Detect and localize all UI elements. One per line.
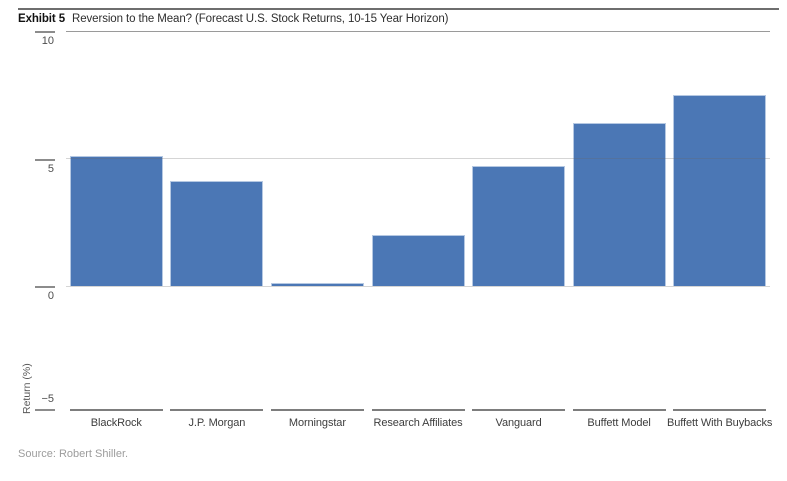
source-note: Source: Robert Shiller. <box>18 448 129 460</box>
bar-research-affiliates <box>371 235 465 286</box>
y-tick-0 <box>35 286 55 288</box>
chart-subtitle: Reversion to the Mean? (Forecast U.S. St… <box>72 13 449 25</box>
category-label: Buffett With Buybacks <box>667 417 773 429</box>
category-label: Research Affiliates <box>373 417 463 429</box>
category-label: BlackRock <box>90 417 142 429</box>
bar-buffett-with-buybacks <box>673 95 767 286</box>
bar-buffett-model <box>572 123 666 286</box>
y-tick-label-10: 10 <box>41 35 54 47</box>
category-axis-segment <box>572 409 666 411</box>
y-tick-label-5: 5 <box>47 163 54 175</box>
category-axis-segment <box>69 409 163 411</box>
category-label: Morningstar <box>288 417 346 429</box>
gridline-10 <box>66 31 770 32</box>
category-axis-segment <box>472 409 566 411</box>
category-label: Buffett Model <box>587 417 651 429</box>
y-tick-label-0: 0 <box>47 290 54 302</box>
bar-blackrock <box>69 156 163 286</box>
category-label: Vanguard <box>495 417 542 429</box>
y-tick-label--5: −5 <box>41 393 54 405</box>
category-label: J.P. Morgan <box>188 417 246 429</box>
y-axis-title: Return (%) <box>21 363 33 414</box>
category-axis-segment <box>371 409 465 411</box>
category-axis-segment <box>170 409 264 411</box>
bar-vanguard <box>472 166 566 286</box>
y-tick-10 <box>35 31 55 33</box>
exhibit-label: Exhibit 5 <box>18 13 66 25</box>
gridline-5 <box>66 158 770 159</box>
header-rule <box>18 8 779 10</box>
gridline-0 <box>66 286 770 287</box>
category-axis-segment <box>673 409 767 411</box>
bar-morningstar <box>270 283 364 286</box>
category-axis-segment <box>270 409 364 411</box>
bar-j-p-morgan <box>170 181 264 286</box>
y-tick-5 <box>35 159 55 161</box>
chart-title: Exhibit 5 Reversion to the Mean? (Forecas… <box>18 13 448 25</box>
y-tick--5 <box>35 409 55 411</box>
